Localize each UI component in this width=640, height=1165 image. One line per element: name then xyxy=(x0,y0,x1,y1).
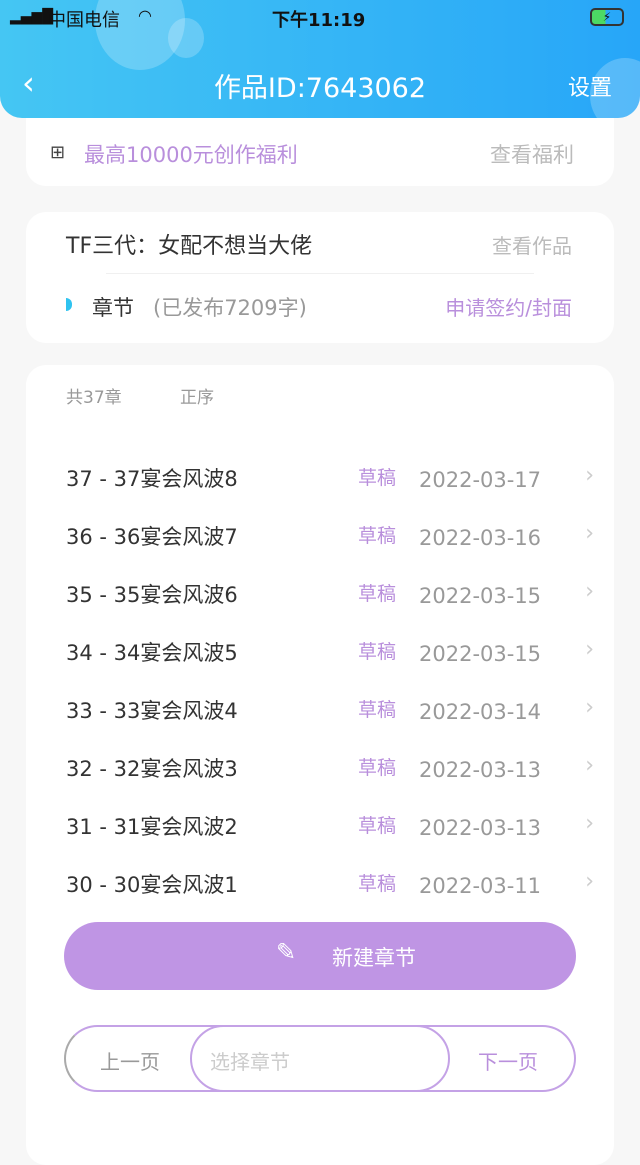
chapter-row[interactable]: 34 - 34宴会风波5 草稿 2022-03-15 › xyxy=(66,629,594,669)
status-badge: 草稿 xyxy=(358,467,397,489)
status-badge: 草稿 xyxy=(358,699,397,721)
chapter-date: 2022-03-16 xyxy=(419,526,542,550)
prev-page-button[interactable]: 上一页 xyxy=(100,1050,160,1074)
next-page-button[interactable]: 下一页 xyxy=(478,1050,538,1074)
back-button[interactable]: ‹ xyxy=(22,64,35,102)
apply-sign-link[interactable]: 申请签约/封面 xyxy=(445,296,572,320)
chevron-right-icon: › xyxy=(585,811,594,836)
chevron-right-icon: › xyxy=(585,753,594,778)
chevron-right-icon: › xyxy=(585,869,594,894)
chapter-name: 31 - 31宴会风波2 xyxy=(66,815,238,839)
chapter-date: 2022-03-17 xyxy=(419,468,542,492)
decor-bubble xyxy=(168,18,204,58)
chapter-row[interactable]: 35 - 35宴会风波6 草稿 2022-03-15 › xyxy=(66,571,594,611)
chapter-list-card: 共37章 正序 37 - 37宴会风波8 草稿 2022-03-17 › 36 - 36… xyxy=(26,365,614,1165)
gift-icon: ⊞ xyxy=(50,142,66,163)
chapter-row[interactable]: 30 - 30宴会风波1 草稿 2022-03-11 › xyxy=(66,861,594,901)
chapter-name: 33 - 33宴会风波4 xyxy=(66,699,238,723)
chevron-right-icon: › xyxy=(585,637,594,662)
status-badge: 草稿 xyxy=(358,815,397,837)
chevron-right-icon: › xyxy=(585,695,594,720)
promo-text[interactable]: 最高10000元创作福利 xyxy=(84,143,298,167)
chapter-name: 37 - 37宴会风波8 xyxy=(66,467,238,491)
new-chapter-label: 新建章节 xyxy=(332,946,416,970)
chapter-name: 30 - 30宴会风波1 xyxy=(66,873,238,897)
chapter-date: 2022-03-15 xyxy=(419,584,542,608)
chapter-row[interactable]: 37 - 37宴会风波8 草稿 2022-03-17 › xyxy=(66,455,594,495)
chapter-date: 2022-03-11 xyxy=(419,874,542,898)
chapter-row[interactable]: 31 - 31宴会风波2 草稿 2022-03-13 › xyxy=(66,803,594,843)
view-benefits-link[interactable]: 查看福利 xyxy=(490,143,574,167)
chapter-name: 34 - 34宴会风波5 xyxy=(66,641,238,665)
status-badge: 草稿 xyxy=(358,641,397,663)
chevron-right-icon: › xyxy=(585,521,594,546)
new-chapter-button[interactable]: ✎ 新建章节 xyxy=(64,922,576,990)
view-work-link[interactable]: 查看作品 xyxy=(492,234,572,258)
chapter-date: 2022-03-13 xyxy=(419,758,542,782)
chapter-date: 2022-03-13 xyxy=(419,816,542,840)
page-title: 作品ID:7643062 xyxy=(213,73,427,104)
chevron-right-icon: › xyxy=(585,579,594,604)
clock: 下午11:19 xyxy=(272,10,366,31)
status-badge: 草稿 xyxy=(358,757,397,779)
chapter-name: 35 - 35宴会风波6 xyxy=(66,583,238,607)
pager: 上一页 选择章节 下一页 xyxy=(64,1025,576,1092)
published-count: (已发布7209字) xyxy=(153,296,307,320)
pencil-icon: ✎ xyxy=(276,938,297,966)
chapter-date: 2022-03-14 xyxy=(419,700,542,724)
carrier: 中国电信 xyxy=(48,10,120,31)
status-badge: 草稿 xyxy=(358,583,397,605)
battery-icon: ⚡ xyxy=(590,8,624,26)
work-title: TF三代：女配不想当大佬 xyxy=(66,234,313,259)
wifi-icon: ◠ xyxy=(138,6,152,25)
chapter-select-input[interactable]: 选择章节 xyxy=(190,1025,450,1092)
chapter-count: 共37章 xyxy=(66,388,122,408)
settings-button[interactable]: 设置 xyxy=(567,76,612,101)
chapter-date: 2022-03-15 xyxy=(419,642,542,666)
signal-icon: ▂▄▆█ xyxy=(10,9,54,25)
chevron-right-icon: › xyxy=(585,463,594,488)
chapter-name: 36 - 36宴会风波7 xyxy=(66,525,238,549)
chapter-marker xyxy=(66,298,72,311)
status-badge: 草稿 xyxy=(358,873,397,895)
chapter-label: 章节 xyxy=(92,296,134,320)
chapter-row[interactable]: 33 - 33宴会风波4 草稿 2022-03-14 › xyxy=(66,687,594,727)
divider xyxy=(106,273,534,274)
chapter-name: 32 - 32宴会风波3 xyxy=(66,757,238,781)
work-card: TF三代：女配不想当大佬 查看作品 章节 (已发布7209字) 申请签约/封面 xyxy=(26,212,614,343)
sort-order-toggle[interactable]: 正序 xyxy=(180,388,214,408)
chapter-row[interactable]: 32 - 32宴会风波3 草稿 2022-03-13 › xyxy=(66,745,594,785)
status-badge: 草稿 xyxy=(358,525,397,547)
header: ▂▄▆█ 中国电信 ◠ 下午11:19 ⚡ ‹ 作品ID:7643062 设置 xyxy=(0,0,640,118)
chapter-row[interactable]: 36 - 36宴会风波7 草稿 2022-03-16 › xyxy=(66,513,594,553)
